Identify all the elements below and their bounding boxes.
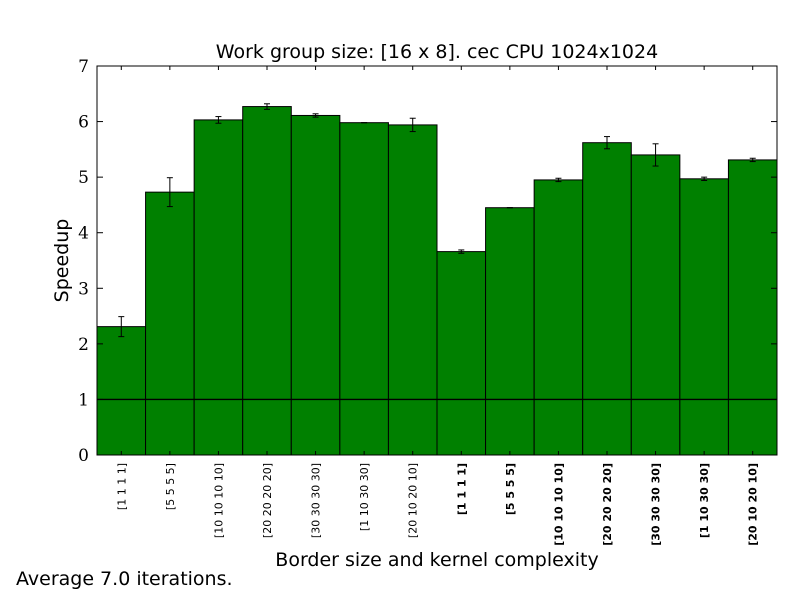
- x-tick-label: [10 10 10 10]: [552, 463, 565, 546]
- bar: [679, 178, 729, 456]
- y-tick-label: 4: [78, 224, 89, 244]
- y-tick-label: 0: [78, 446, 89, 466]
- bar: [533, 179, 584, 456]
- bars-group: [96, 106, 778, 456]
- bar: [193, 119, 244, 456]
- x-tick-label: [5 5 5 5]: [504, 463, 517, 515]
- x-tick-label: [5 5 5 5]: [164, 463, 177, 510]
- x-tick-label: [20 10 20 10]: [407, 463, 420, 538]
- y-axis-label: Speedup: [51, 219, 73, 303]
- plot-frame: [96, 65, 778, 456]
- x-axis-ticks: [1 1 1 1] [5 5 5 5] [10 10 10 10] [20 20 20…: [115, 66, 760, 546]
- x-tick-label: [30 30 30 30]: [310, 463, 323, 538]
- bar: [387, 124, 438, 456]
- bar: [485, 207, 535, 456]
- x-axis-label: Border size and kernel complexity: [275, 549, 598, 571]
- error-bars-group: [118, 103, 756, 338]
- y-tick-label: 1: [78, 390, 89, 410]
- x-tick-label: [1 10 30 30]: [358, 463, 371, 531]
- x-tick-label: [20 20 20 20]: [601, 463, 614, 546]
- bar: [339, 122, 389, 456]
- x-tick-label: [1 1 1 1]: [115, 463, 128, 510]
- x-tick-label: [1 1 1 1]: [455, 463, 468, 515]
- bar: [242, 106, 292, 456]
- footnote: Average 7.0 iterations.: [16, 568, 233, 590]
- y-tick-label: 6: [78, 113, 89, 133]
- y-axis-ticks: 0 1 2 3 4 5 6 7: [78, 57, 777, 466]
- bar: [582, 142, 632, 456]
- y-tick-label: 2: [78, 335, 89, 355]
- chart-title: Work group size: [16 x 8]. cec CPU 1024x…: [216, 41, 658, 63]
- x-tick-label: [30 30 30 30]: [650, 463, 663, 546]
- bar: [290, 114, 341, 456]
- bar: [96, 326, 147, 456]
- bar: [145, 191, 195, 456]
- bar: [630, 154, 681, 456]
- bar: [436, 251, 487, 456]
- x-tick-label: [20 10 20 10]: [747, 463, 760, 546]
- y-tick-label: 3: [78, 279, 89, 299]
- x-tick-label: [20 20 20 20]: [261, 463, 274, 538]
- y-tick-label: 7: [78, 57, 89, 77]
- x-tick-label: [1 10 30 30]: [698, 463, 711, 538]
- y-tick-label: 5: [78, 168, 89, 188]
- bar: [727, 159, 778, 456]
- x-tick-label: [10 10 10 10]: [212, 463, 225, 538]
